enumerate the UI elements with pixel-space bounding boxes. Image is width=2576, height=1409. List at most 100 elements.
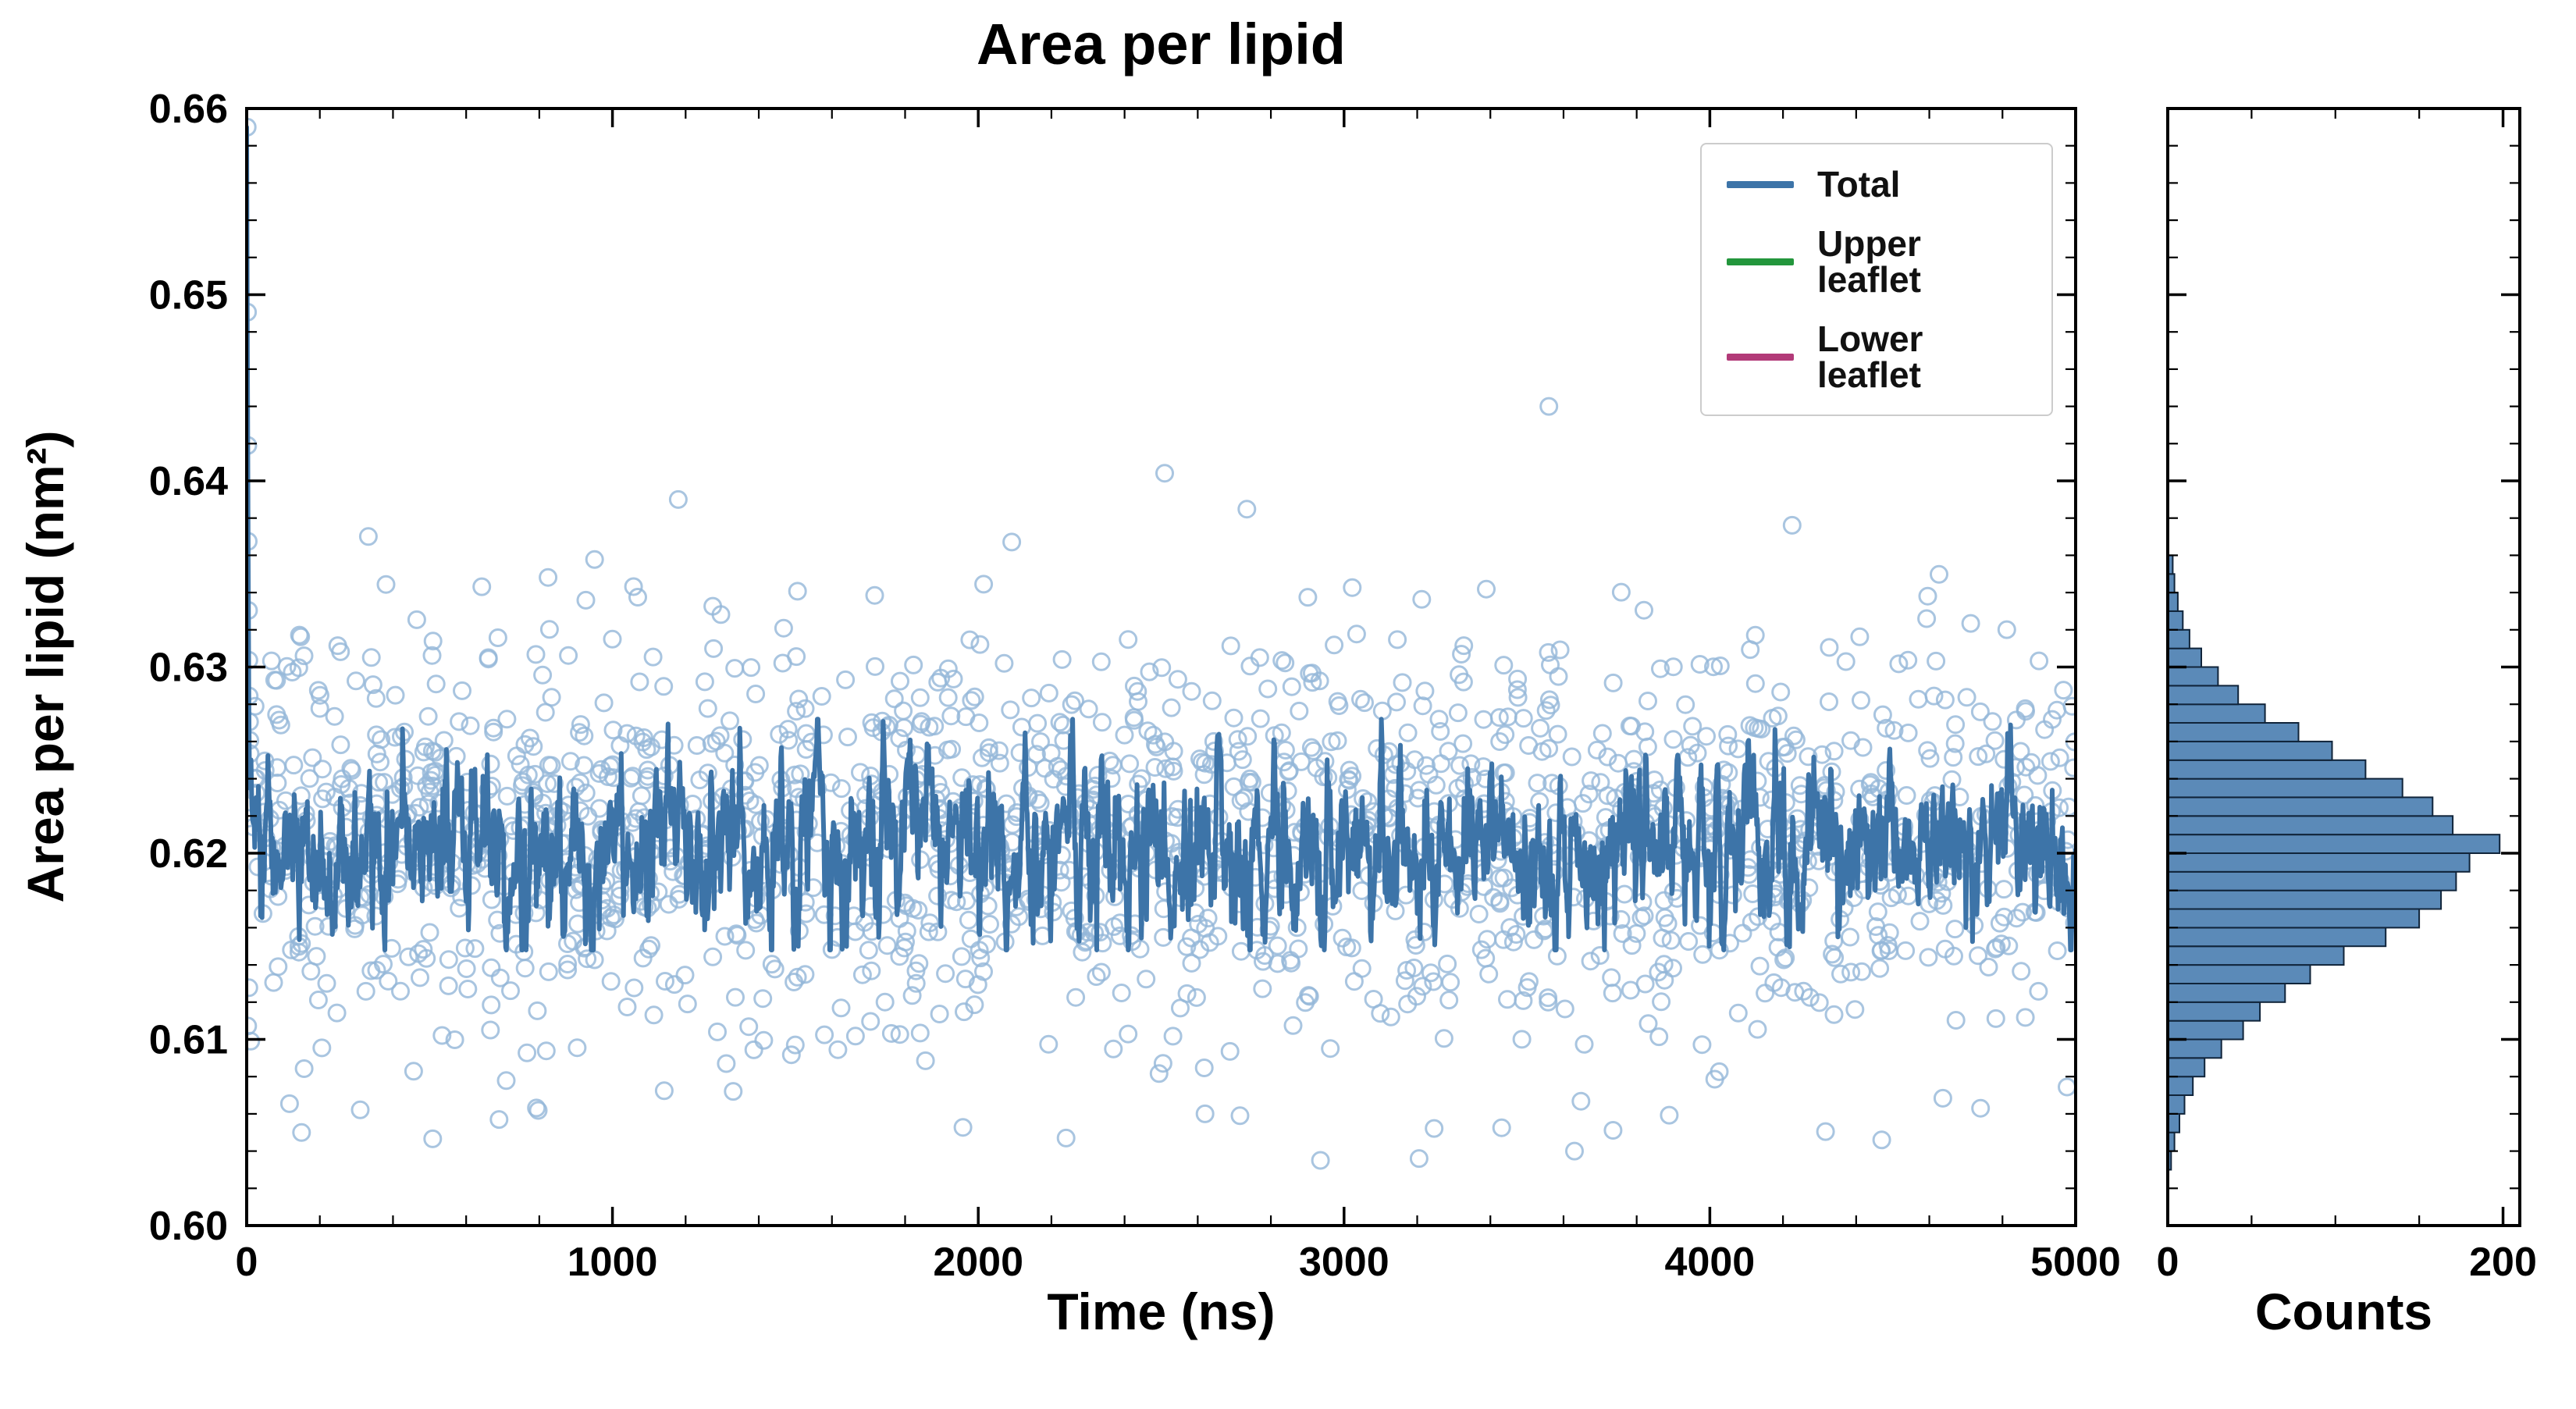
scatter-point (1728, 1003, 1748, 1023)
scatter-point (1304, 741, 1323, 760)
scatter-point (472, 577, 492, 596)
scatter-point (418, 706, 438, 726)
scatter-point (1676, 695, 1695, 714)
scatter-point (1841, 962, 1861, 982)
scatter-point (465, 939, 485, 959)
hist-bar (2168, 889, 2443, 910)
scatter-point (1052, 649, 1072, 669)
scatter-point (434, 731, 454, 750)
scatter-point (778, 720, 798, 739)
scatter-point (1598, 747, 1617, 767)
scatter-point (414, 742, 433, 762)
scatter-point (1969, 946, 1987, 966)
scatter-point (1253, 979, 1272, 998)
scatter-point (1438, 954, 1457, 973)
scatter-point (2016, 1008, 2035, 1027)
scatter-point (659, 895, 678, 914)
scatter-point (910, 688, 930, 707)
scatter-point (1651, 659, 1670, 678)
scatter-point (1439, 991, 1459, 1010)
scatter-point (1144, 725, 1163, 745)
scatter-point (859, 941, 878, 960)
scatter-point (571, 773, 590, 792)
scatter-point (1182, 953, 1201, 973)
scatter-point (2007, 909, 2026, 928)
scatter-point (1163, 757, 1183, 777)
scatter-point (1455, 774, 1474, 793)
hist-bar (2168, 927, 2387, 948)
scatter-point (411, 968, 429, 987)
scatter-point (1283, 1016, 1303, 1035)
scatter-point (445, 1030, 464, 1049)
scatter-point (1195, 1104, 1215, 1123)
scatter-point (1919, 948, 1938, 967)
scatter-point (1128, 681, 1147, 701)
scatter-point (1748, 1019, 1767, 1039)
scatter-point (1930, 564, 1948, 584)
scatter-point (894, 701, 913, 721)
scatter-point (956, 707, 976, 727)
x-tick-label: 3000 (1299, 1240, 1389, 1285)
scatter-point (1683, 717, 1703, 736)
scatter-point (753, 989, 773, 1009)
scatter-point (1452, 645, 1471, 664)
scatter-point (268, 774, 287, 792)
scatter-point (528, 1001, 547, 1020)
scatter-point (654, 677, 674, 696)
scatter-point (1279, 762, 1298, 781)
scatter-point (1602, 968, 1621, 987)
scatter-point (1454, 636, 1474, 656)
scatter-point (906, 973, 926, 993)
scatter-point (1231, 941, 1251, 961)
scatter-point (269, 957, 288, 977)
scatter-point (1918, 741, 1937, 760)
scatter-point (890, 1025, 909, 1044)
scatter-point (1187, 987, 1206, 1007)
scatter-point (526, 645, 546, 664)
scatter-point (1177, 937, 1197, 956)
scatter-point (1877, 761, 1896, 780)
scatter-point (744, 1040, 763, 1059)
scatter-point (1156, 759, 1176, 778)
scatter-point (497, 786, 517, 806)
scatter-point (1237, 500, 1257, 519)
scatter-point (1002, 532, 1022, 552)
scatter-point (1512, 1030, 1532, 1049)
scatter-point (1910, 912, 1930, 931)
scatter-point (1120, 754, 1140, 774)
scatter-point (310, 699, 329, 718)
scatter-point (726, 987, 745, 1007)
scatter-point (795, 699, 815, 718)
scatter-point (1507, 680, 1527, 699)
hist-bar (2168, 685, 2240, 706)
scatter-point (1655, 970, 1674, 990)
scatter-point (1268, 936, 1287, 955)
scatter-point (575, 756, 594, 775)
scatter-point (1138, 721, 1158, 741)
legend-swatch (1727, 353, 1794, 361)
scatter-point (1039, 1034, 1059, 1054)
scatter-point (484, 722, 503, 742)
scatter-point (1603, 673, 1623, 692)
scatter-point (271, 715, 290, 735)
scatter-point (1137, 970, 1156, 989)
scatter-point (1397, 961, 1417, 980)
scatter-point (1091, 652, 1111, 671)
scatter-point (1329, 696, 1349, 715)
x-tick-label: 5000 (2030, 1240, 2121, 1285)
scatter-point (1889, 654, 1909, 674)
scatter-point (482, 995, 501, 1015)
scatter-point (724, 1082, 743, 1101)
y-tick-label: 0.66 (149, 87, 228, 132)
hist-x-tick-label: 0 (2157, 1240, 2179, 1285)
scatter-point (1238, 727, 1258, 746)
scatter-point (815, 1025, 834, 1044)
scatter-point (601, 972, 621, 991)
scatter-point (1997, 620, 2016, 639)
scatter-point (1412, 589, 1432, 609)
scatter-point (312, 1038, 332, 1058)
scatter-point (420, 923, 439, 942)
y-axis-label: Area per lipid (nm²) (16, 430, 74, 903)
scatter-point (812, 687, 831, 706)
scatter-point (1490, 732, 1510, 751)
